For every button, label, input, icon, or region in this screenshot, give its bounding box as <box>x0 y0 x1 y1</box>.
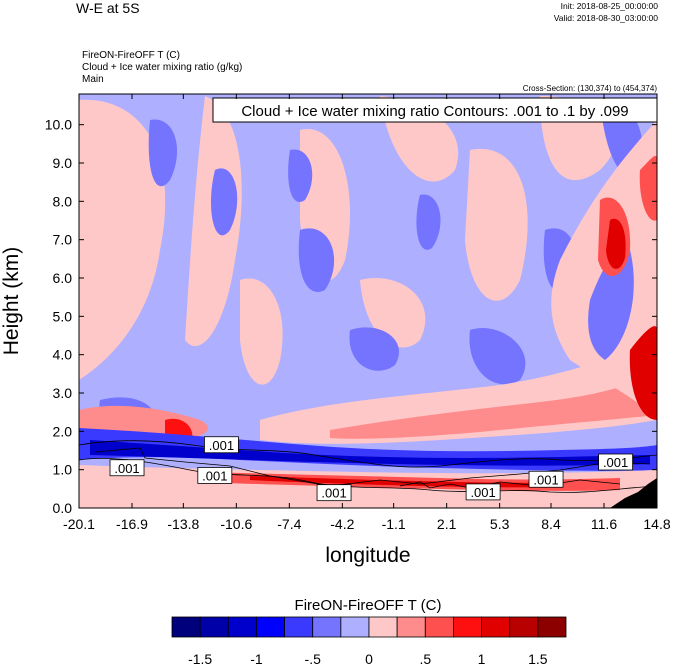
y-tick-label: 9.0 <box>53 155 73 171</box>
terrain <box>610 478 657 508</box>
colorbar-swatch <box>537 616 567 638</box>
x-tick-label: 8.4 <box>541 516 561 532</box>
contour-label-box <box>316 484 352 502</box>
contour-annotation-box <box>212 97 658 123</box>
colorbar-tick-label: 0 <box>365 651 373 667</box>
east-cool-region <box>588 247 634 360</box>
colorbar-swatch <box>199 616 229 638</box>
cross-section-label: Cross-Section: (130,374) to (454,374) <box>523 84 658 93</box>
x-tick-label: 2.1 <box>437 516 457 532</box>
field-label-temperature: FireON-FireOFF T (C) <box>82 50 180 61</box>
y-tick-label: 1.0 <box>53 462 73 478</box>
colorbar-swatch <box>424 616 454 638</box>
colorbar-swatch <box>481 616 511 638</box>
contour-label: .001 <box>533 472 558 487</box>
y-tick-label: 4.0 <box>53 347 73 363</box>
colorbar-title: FireON-FireOFF T (C) <box>295 597 442 614</box>
y-tick-label: 0.0 <box>53 500 73 516</box>
x-tick-label: 11.6 <box>591 516 617 532</box>
mid-level-warm-core <box>330 370 657 439</box>
x-tick-label: -16.9 <box>116 516 148 532</box>
colorbar-swatch <box>340 616 370 638</box>
y-tick-label: 2.0 <box>53 423 73 439</box>
x-tick-label: -1.1 <box>382 516 406 532</box>
x-axis-label: longitude <box>325 544 410 567</box>
y-tick-label: 6.0 <box>53 270 73 286</box>
x-tick-label: -7.4 <box>277 516 301 532</box>
colorbar-tick-label: .5 <box>419 651 431 667</box>
x-tick-label: -13.8 <box>167 516 199 532</box>
contour-label-box <box>598 453 633 471</box>
contour-label: .001 <box>603 455 628 470</box>
x-tick-label: 5.3 <box>490 516 510 532</box>
contour-label-box <box>528 470 564 488</box>
contour-label: .001 <box>470 485 495 500</box>
y-axis-label: Height (km) <box>0 247 23 356</box>
field-label-main: Main <box>82 74 104 85</box>
colorbar-swatch <box>256 616 285 638</box>
y-tick-label: 5.0 <box>53 308 73 324</box>
x-tick-label: 14.8 <box>643 516 670 532</box>
colorbar-swatch <box>312 616 342 638</box>
contour-labels: .001 .001 .001 .001 .001 .001 .001 <box>109 436 633 502</box>
colorbar-swatch <box>227 616 257 638</box>
x-tick-label: -20.1 <box>63 516 95 532</box>
upper-warm-edge <box>639 155 657 221</box>
field-label-cloud: Cloud + Ice water mixing ratio (g/kg) <box>82 62 242 73</box>
y-axis: 0.0 1.0 2.0 3.0 4.0 5.0 6.0 7.0 8.0 9.0 10.0 <box>45 117 657 516</box>
colorbar-swatch <box>171 616 201 638</box>
y-tick-label: 7.0 <box>53 232 73 248</box>
contour-label: .001 <box>202 468 227 483</box>
contour-label: .001 <box>321 486 346 501</box>
contour-label: .001 <box>209 438 234 453</box>
colorbar-swatch <box>453 616 482 638</box>
x-tick-label: -4.2 <box>330 516 354 532</box>
upper-warm-core <box>606 218 626 269</box>
heatmap-field <box>79 94 657 508</box>
init-time: Init: 2018-08-25_00:00:00 <box>561 1 659 11</box>
contour-label-box <box>197 467 233 484</box>
valid-time: Valid: 2018-08-30_03:00:00 <box>554 13 659 23</box>
colorbar-tick-label: -.5 <box>305 651 322 667</box>
east-warm-lower <box>629 326 657 420</box>
left-title: W-E at 5S <box>76 0 140 16</box>
colorbar: -1.5 -1 -.5 0 .5 1 1.5 <box>171 616 567 667</box>
y-tick-label: 8.0 <box>53 193 73 209</box>
contour-label-box <box>465 483 501 501</box>
y-tick-label: 3.0 <box>53 385 73 401</box>
colorbar-swatch <box>368 616 398 638</box>
colorbar-tick-label: -1.5 <box>188 651 212 667</box>
plot-border <box>78 93 658 509</box>
y-tick-label: 10.0 <box>45 117 72 133</box>
contour-label: .001 <box>114 461 139 476</box>
colorbar-tick-label: -1 <box>250 651 263 667</box>
colorbar-tick-label: 1 <box>478 651 486 667</box>
colorbar-tick-label: 1.5 <box>528 651 548 667</box>
colorbar-swatch <box>396 616 426 638</box>
contour-label-box <box>109 459 145 477</box>
contour-label-box <box>204 436 239 454</box>
colorbar-swatch <box>284 616 314 638</box>
colorbar-swatch <box>509 616 539 638</box>
contour-annotation: Cloud + Ice water mixing ratio Contours:… <box>241 103 628 120</box>
x-axis: -20.1 -16.9 -13.8 -10.6 -7.4 -4.2 -1.1 2.1 5.3 8.… <box>63 94 671 532</box>
x-tick-label: -10.6 <box>220 516 252 532</box>
